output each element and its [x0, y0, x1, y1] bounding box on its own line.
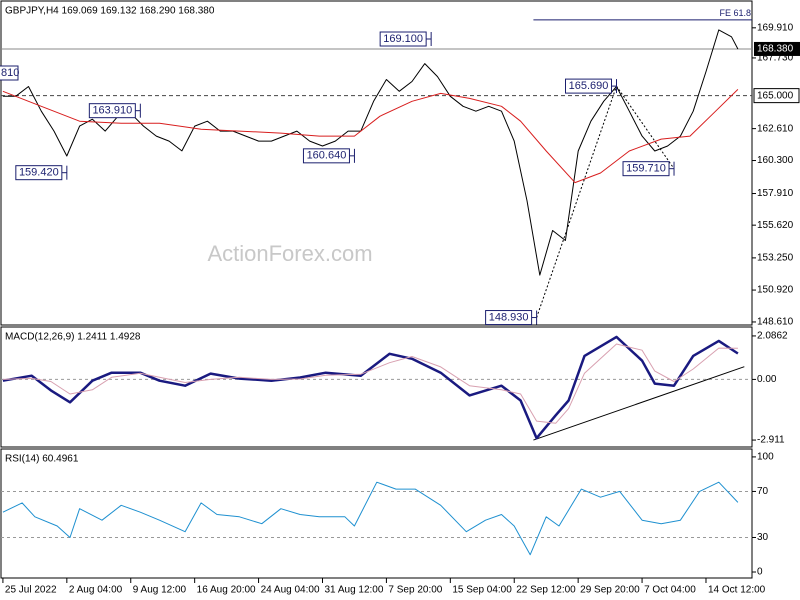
series-line	[2, 343, 738, 424]
annotation-box	[88, 103, 136, 119]
y-tick-label: 100	[757, 452, 774, 463]
pane-title: GBPJPY,H4 169.069 169.132 168.290 168.38…	[5, 6, 215, 17]
y-tick-label: 167.730	[757, 53, 794, 64]
annotation-box	[565, 78, 613, 94]
x-tick-label: 15 Sep 04:00	[452, 585, 512, 596]
series-line	[2, 89, 739, 184]
x-tick-label: 9 Aug 12:00	[133, 585, 187, 596]
y-tick-label: 148.610	[757, 317, 794, 328]
last-price-box	[754, 41, 800, 56]
y-tick-label: 30	[757, 532, 769, 543]
level-label: 165.000	[757, 90, 794, 101]
rsi-pane	[0, 448, 753, 579]
pane-title: RSI(14) 60.4961	[5, 454, 79, 465]
projection-line	[536, 85, 617, 318]
y-tick-label: 157.910	[757, 188, 794, 199]
y-tick-label: 162.610	[757, 123, 794, 134]
y-tick-label: 2.0862	[757, 331, 788, 342]
x-tick-label: 29 Sep 20:00	[580, 585, 640, 596]
pane-title: MACD(12,26,9) 1.2411 1.4928	[5, 332, 141, 343]
annotation-label: 160.640	[307, 150, 347, 162]
y-tick-label: -2.911	[757, 435, 785, 446]
clipped-box	[0, 65, 19, 81]
x-tick-label: 22 Sep 12:00	[516, 585, 576, 596]
annotation-label: 159.710	[626, 163, 666, 175]
last-price-label: 168.380	[757, 44, 794, 55]
annotation-box	[622, 161, 670, 177]
x-tick-label: 24 Aug 04:00	[261, 585, 320, 596]
y-tick-label: 153.250	[757, 253, 794, 264]
y-tick-label: 0	[757, 567, 763, 578]
y-tick-label: 70	[757, 486, 769, 497]
x-tick-label: 31 Aug 12:00	[324, 585, 383, 596]
macd-pane	[0, 326, 753, 448]
y-tick-label: 169.910	[757, 22, 794, 33]
annotation-box	[379, 31, 427, 47]
price-pane	[0, 0, 753, 326]
annotation-box	[302, 148, 350, 164]
annotation-label: 148.930	[489, 311, 529, 323]
annotation-label: 169.100	[383, 33, 423, 45]
x-tick-label: 14 Oct 12:00	[708, 585, 766, 596]
fe-label: FE 61.8	[719, 8, 751, 18]
annotation-label: 163.910	[92, 105, 132, 117]
series-line	[2, 335, 739, 440]
projection-line	[616, 85, 675, 169]
annotation-box	[15, 165, 63, 181]
x-tick-label: 7 Oct 04:00	[644, 585, 696, 596]
y-tick-label: 160.300	[757, 155, 794, 166]
annotation-box	[485, 310, 533, 326]
level-label-box	[753, 88, 800, 104]
x-tick-label: 2 Aug 04:00	[69, 585, 123, 596]
series-line	[2, 481, 739, 556]
x-tick-label: 7 Sep 20:00	[388, 585, 442, 596]
watermark: ActionForex.com	[207, 241, 372, 266]
annotation-label: 159.420	[19, 167, 59, 179]
x-tick-label: 16 Aug 20:00	[197, 585, 256, 596]
y-tick-label: 150.920	[757, 285, 794, 296]
x-tick-label: 25 Jul 2022	[5, 585, 57, 596]
annotation-label: 165.690	[569, 80, 609, 92]
y-tick-label: 155.620	[757, 220, 794, 231]
y-tick-label: 0.00	[757, 374, 777, 385]
clipped-label: 810	[1, 67, 19, 79]
trend-line	[533, 366, 745, 441]
